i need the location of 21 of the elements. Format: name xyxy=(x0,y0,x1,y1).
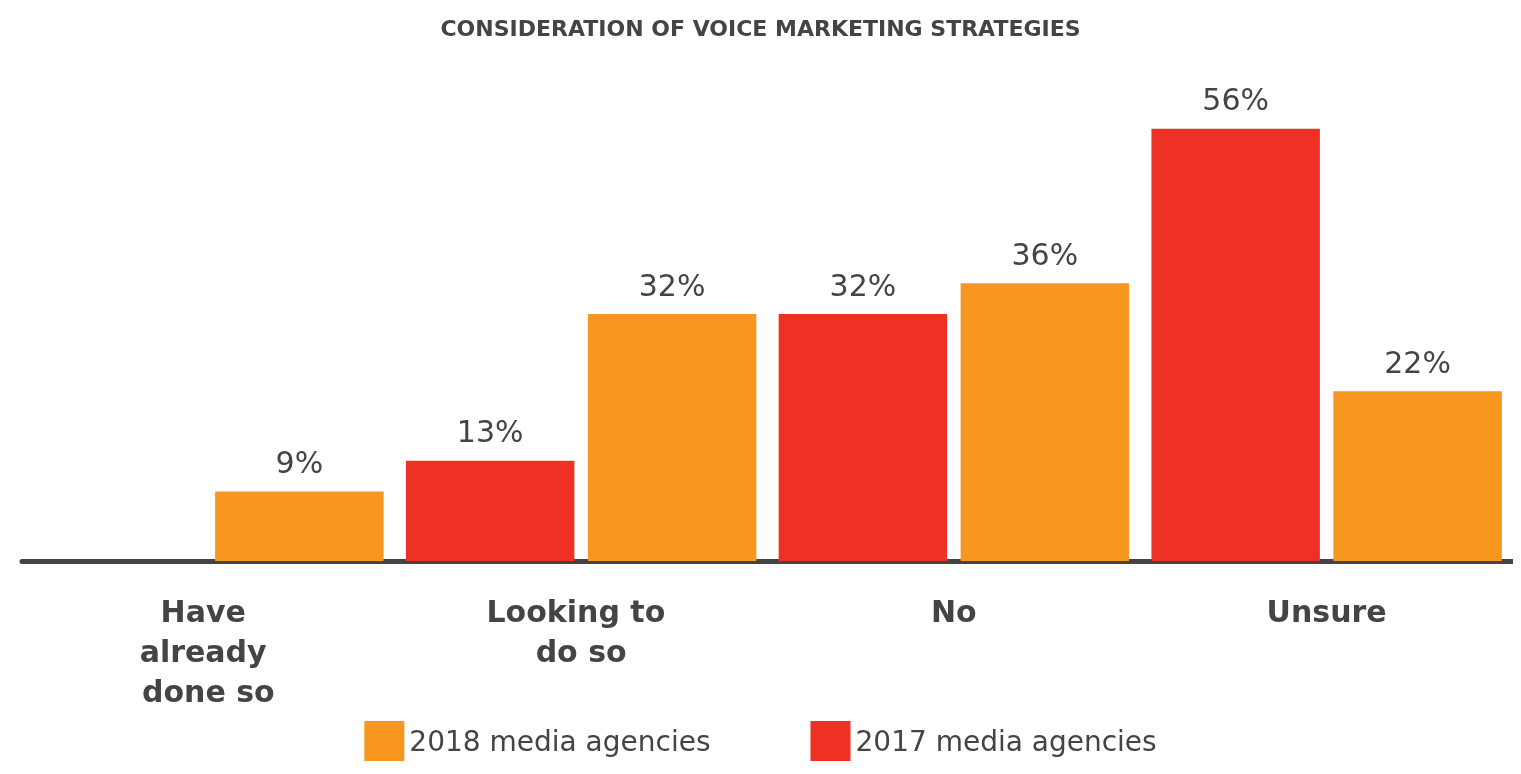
data-label: 9% xyxy=(275,445,324,481)
data-label: 13% xyxy=(456,414,524,450)
legend-label: 2018 media agencies xyxy=(409,724,711,758)
data-label: 32% xyxy=(829,267,897,303)
x-tick-label: No xyxy=(931,593,977,629)
bar xyxy=(778,314,948,561)
x-tick-label: Unsure xyxy=(1266,593,1387,629)
data-label: 56% xyxy=(1202,82,1269,118)
bar xyxy=(587,314,757,561)
x-tick-label: Have already done so xyxy=(139,593,278,709)
bar xyxy=(215,491,384,561)
x-tick-label: Looking to do so xyxy=(486,593,676,669)
data-label: 22% xyxy=(1384,344,1451,380)
chart-title: CONSIDERATION OF VOICE MARKETING STRATEGIES xyxy=(440,15,1081,41)
data-label: 36% xyxy=(1011,236,1079,272)
bar xyxy=(1333,391,1502,561)
bar xyxy=(405,460,575,561)
bar xyxy=(960,283,1130,561)
legend-label: 2017 media agencies xyxy=(855,724,1157,758)
data-label: 32% xyxy=(638,267,706,303)
bar xyxy=(1151,128,1320,561)
